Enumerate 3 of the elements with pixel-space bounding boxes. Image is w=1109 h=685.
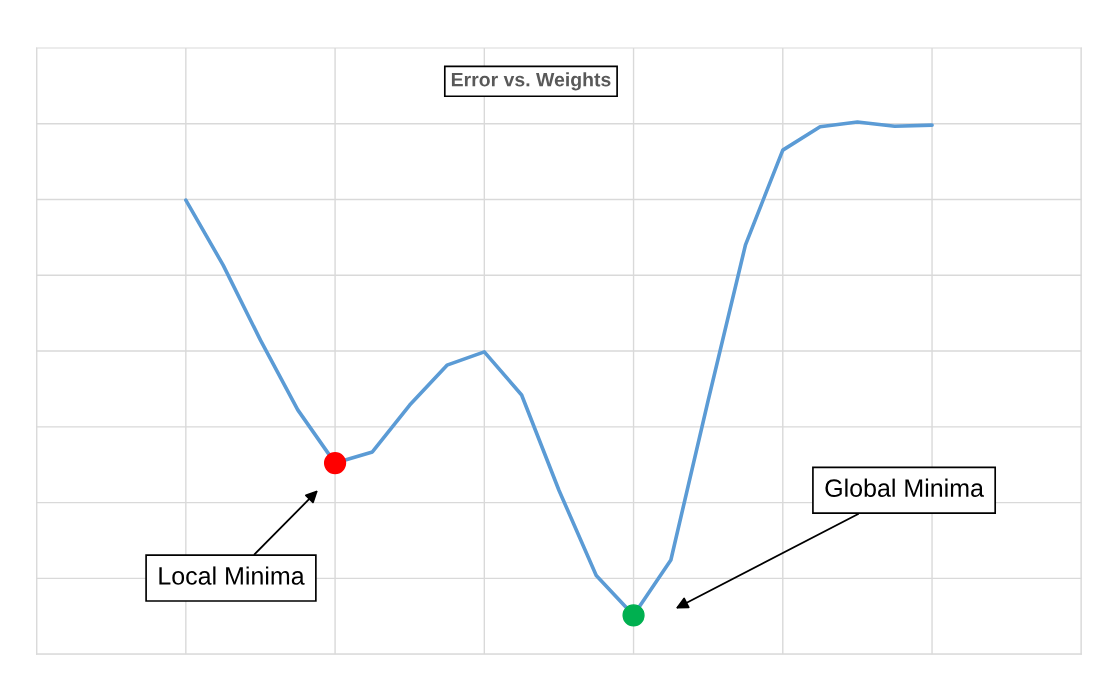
annotation: Local Minima	[159, 566, 305, 585]
chart-title: Error vs. Weights	[451, 72, 611, 91]
annotation: Global Minima	[825, 478, 984, 497]
